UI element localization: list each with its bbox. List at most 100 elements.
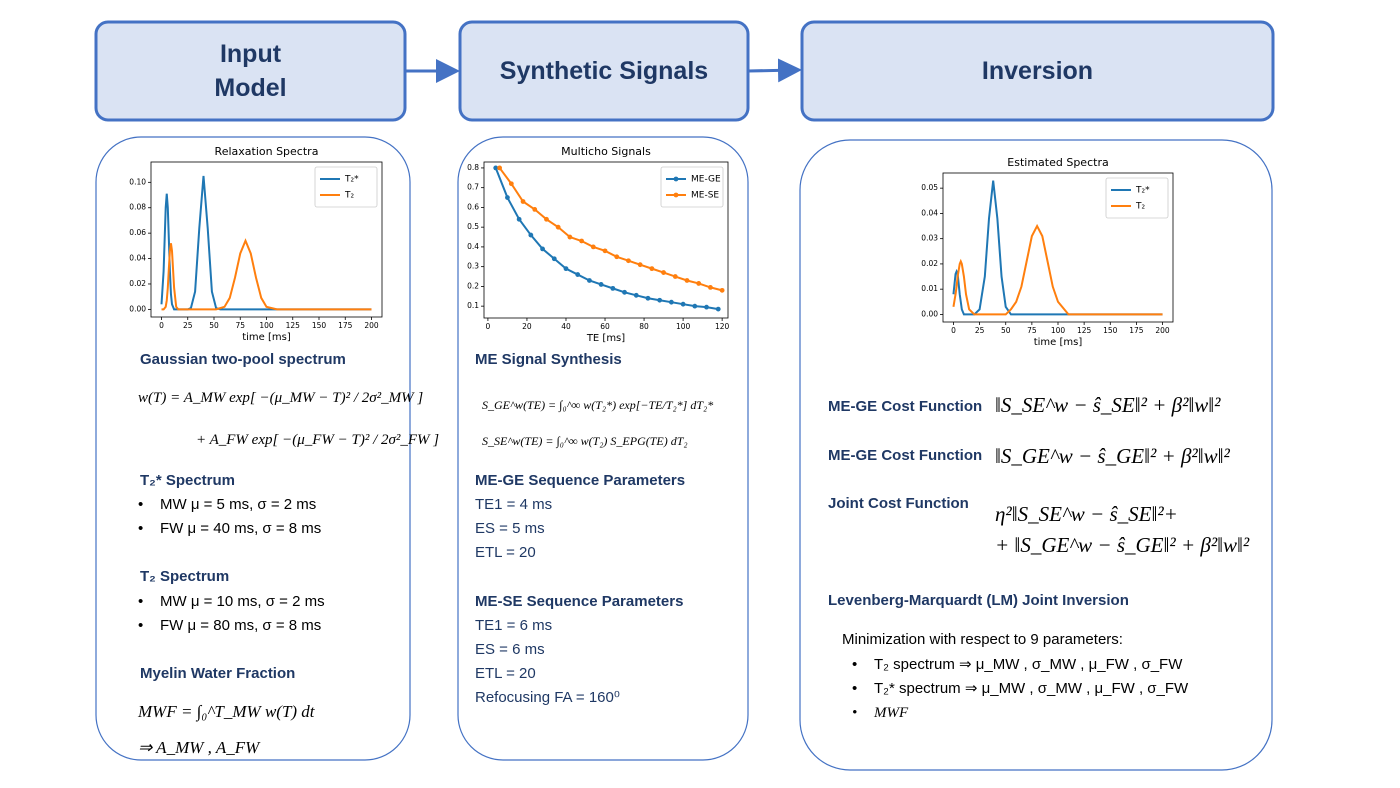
section-heading: T₂* Spectrum <box>140 472 236 489</box>
x-tick-label: 0 <box>486 322 491 331</box>
x-tick-label: 0 <box>951 326 956 335</box>
y-tick-label: 0.04 <box>129 254 146 263</box>
x-tick-label: 100 <box>259 321 274 330</box>
legend-label: T₂* <box>344 175 359 185</box>
data-point <box>508 181 514 187</box>
section-heading: Myelin Water Fraction <box>140 665 296 682</box>
data-point <box>684 278 690 283</box>
data-point <box>715 306 721 312</box>
x-tick-label: 75 <box>1027 326 1037 335</box>
legend-box <box>1105 177 1169 219</box>
series-line <box>952 180 1163 316</box>
parameter: ETL = 20 <box>475 665 536 682</box>
section-heading: T₂ Spectrum <box>140 568 230 585</box>
x-tick-label: 200 <box>1155 326 1170 335</box>
data-point <box>493 165 499 171</box>
x-axis-label: time [ms] <box>242 332 291 343</box>
formula: ⇒ A_MW , A_FW <box>138 738 260 757</box>
data-point <box>626 258 631 264</box>
data-point <box>602 248 608 254</box>
parameter: TE1 = 4 ms <box>475 496 553 513</box>
formula: w(T) = A_MW exp[ −(μ_MW − T)² / 2σ²_MW ] <box>138 390 424 406</box>
x-tick-label: 20 <box>522 322 532 331</box>
cost-label: ME-GE Cost Function <box>828 447 983 464</box>
formula: + ‖S_GE^w − ŝ_GE‖² + β²‖w‖² <box>995 533 1250 557</box>
data-point <box>567 234 573 240</box>
data-point <box>575 272 581 277</box>
x-tick-label: 200 <box>364 321 379 330</box>
arrow <box>747 58 802 83</box>
series-line <box>952 223 1163 316</box>
chart-title: Multicho Signals <box>561 145 651 158</box>
data-point <box>540 246 545 252</box>
chart-title: Relaxation Spectra <box>215 145 319 158</box>
plot-frame <box>483 161 729 319</box>
panel <box>799 139 1273 771</box>
y-tick-label: 0.4 <box>467 242 479 251</box>
data-point <box>645 295 651 301</box>
data-point <box>598 282 604 287</box>
section-heading: ME-SE Sequence Parameters <box>475 593 684 610</box>
parameter: ES = 6 ms <box>475 641 545 658</box>
bullet: T₂ spectrum ⇒ μ_MW , σ_MW , μ_FW , σ_FW <box>852 654 1182 676</box>
x-tick-label: 40 <box>561 322 571 331</box>
bullet: MW μ = 10 ms, σ = 2 ms <box>138 591 325 613</box>
y-tick-label: 0.02 <box>921 259 938 268</box>
legend-label: ME-SE <box>691 191 719 201</box>
y-tick-label: 0.7 <box>467 183 479 192</box>
data-point <box>672 274 678 279</box>
parameter: TE1 = 6 ms <box>475 617 553 634</box>
data-point <box>668 299 674 305</box>
x-tick-label: 120 <box>715 322 730 331</box>
x-tick-label: 50 <box>209 321 219 330</box>
header-text: Input Model <box>214 40 287 102</box>
legend-label: T₂ <box>344 191 354 201</box>
bullet: MW μ = 5 ms, σ = 2 ms <box>138 494 316 516</box>
y-tick-label: 0.03 <box>921 234 938 243</box>
legend-label: T₂* <box>1135 186 1150 196</box>
x-tick-label: 25 <box>183 321 193 330</box>
x-axis-label: time [ms] <box>1034 337 1083 348</box>
data-point <box>719 287 725 293</box>
bullet: FW μ = 40 ms, σ = 8 ms <box>138 518 321 540</box>
data-point <box>520 199 526 204</box>
legend-box <box>314 166 378 208</box>
data-point <box>497 165 503 171</box>
data-point <box>551 256 557 262</box>
section-heading: Levenberg-Marquardt (LM) Joint Inversion <box>828 592 1129 609</box>
formula: S_GE^w(TE) = ∫₀^∞ w(T₂*) exp[−TE/T₂*] dT… <box>482 398 714 412</box>
parameter: ETL = 20 <box>475 544 536 561</box>
y-tick-label: 0.5 <box>467 222 479 231</box>
x-tick-label: 100 <box>1051 326 1066 335</box>
y-tick-label: 0.04 <box>921 208 938 217</box>
x-tick-label: 175 <box>338 321 353 330</box>
y-tick-label: 0.08 <box>129 203 146 212</box>
y-tick-label: 0.00 <box>921 309 938 318</box>
section-heading: ME-GE Sequence Parameters <box>475 472 686 489</box>
legend-marker <box>673 176 679 182</box>
y-tick-label: 0.06 <box>129 228 146 237</box>
data-point <box>704 304 709 310</box>
x-tick-label: 25 <box>975 326 985 335</box>
section-heading: ME Signal Synthesis <box>475 351 622 368</box>
formula: η²‖S_SE^w − ŝ_SE‖²+ <box>995 502 1178 526</box>
x-tick-label: 125 <box>286 321 301 330</box>
x-tick-label: 50 <box>1001 326 1011 335</box>
bullet: FW μ = 80 ms, σ = 8 ms <box>138 615 321 637</box>
y-tick-label: 0.01 <box>921 284 938 293</box>
header: Input Model <box>96 22 405 120</box>
x-tick-label: 150 <box>312 321 327 330</box>
y-tick-label: 0.6 <box>467 202 479 211</box>
data-point <box>516 216 522 222</box>
cost-label: Joint Cost Function <box>828 495 969 512</box>
data-point <box>555 224 561 230</box>
x-tick-label: 175 <box>1129 326 1144 335</box>
x-tick-label: 0 <box>159 321 164 330</box>
y-tick-label: 0.8 <box>467 163 479 172</box>
data-point <box>563 266 569 272</box>
data-point <box>579 238 584 244</box>
legend-box <box>660 166 724 208</box>
cost-label: ME-GE Cost Function <box>828 398 983 415</box>
formula: + A_FW exp[ −(μ_FW − T)² / 2σ²_FW ] <box>196 432 440 448</box>
